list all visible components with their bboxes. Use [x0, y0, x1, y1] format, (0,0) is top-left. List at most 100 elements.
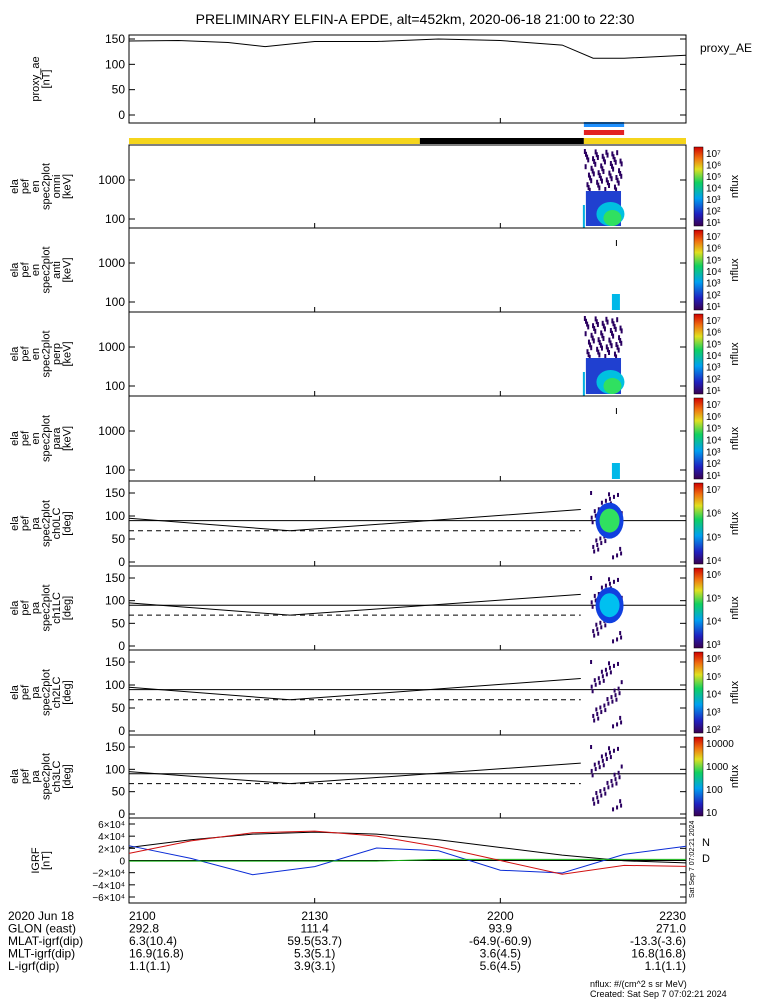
footer-value: 111.4 — [301, 922, 330, 936]
y-tick-label: −4×10⁴ — [92, 881, 125, 892]
colorbar-label: nflux — [729, 342, 741, 366]
pa-pixel — [620, 635, 623, 640]
spectrogram-pixel — [583, 149, 586, 154]
footer-value: -13.3(-3.6) — [630, 934, 686, 948]
colorbar-tick: 10³ — [706, 363, 721, 374]
y-tick-label: 1000 — [98, 424, 125, 438]
spectrogram-pixel — [605, 316, 608, 322]
spectrogram-pixel — [595, 152, 598, 158]
footer-value: 1.1(1.1) — [645, 959, 686, 973]
colorbar-tick: 10000 — [706, 739, 734, 750]
pa-pixel — [593, 718, 596, 723]
pa-pixel — [600, 585, 603, 590]
colorbar-tick: 10⁷ — [706, 316, 721, 327]
side-stamp: Sat Sep 7 07:02:21 2024 — [689, 820, 696, 898]
pa-pixel — [604, 498, 607, 503]
y-axis-label: [keV] — [61, 257, 73, 282]
y-tick-label: 4×10⁴ — [98, 832, 125, 843]
spectrogram-pixel — [605, 177, 608, 183]
pa-pixel — [610, 779, 613, 784]
pa-pixel — [616, 637, 619, 642]
y-axis-label: pef — [19, 345, 31, 361]
panel-frame — [128, 227, 687, 313]
pa-pixel — [591, 689, 594, 694]
pa-pixel — [614, 777, 617, 782]
colorbar-tick: 10³ — [706, 640, 721, 651]
spectrogram-pixel — [596, 346, 599, 352]
spectrogram-pixel — [609, 173, 612, 179]
ae-right-label: proxy_AE — [700, 41, 752, 55]
pa-pixel — [592, 713, 595, 718]
pa-pixel — [607, 701, 610, 706]
pa-pixel — [612, 724, 615, 729]
y-tick-label: 150 — [105, 740, 125, 754]
colorbar-tick: 10⁷ — [706, 149, 721, 160]
colorbar-tick: 10¹ — [706, 218, 721, 229]
y-tick-label: −6×10⁴ — [92, 893, 125, 904]
y-tick-label: 0 — [118, 555, 125, 569]
pa-pixel — [594, 767, 597, 772]
spectrogram-pixel — [611, 294, 620, 310]
spectrogram-pixel — [616, 317, 619, 323]
pa-pixel — [616, 805, 619, 810]
y-tick-label: 150 — [105, 32, 125, 46]
pa-pixel — [593, 801, 596, 806]
spectrogram-pixel — [599, 175, 602, 181]
spectrogram-pixel — [599, 342, 602, 348]
pa-pixel — [597, 799, 600, 804]
loss-cone-line — [128, 593, 581, 616]
spectrogram-pixel — [596, 155, 599, 160]
pa-pixel — [607, 785, 610, 790]
y-axis-label: spec2plot — [40, 500, 52, 547]
pa-pixel — [605, 672, 608, 677]
spectrogram-pixel — [608, 183, 611, 188]
spectrogram-pixel — [597, 337, 600, 343]
y-tick-label: 50 — [112, 785, 126, 799]
spectrogram-pixel — [613, 351, 616, 357]
y-axis-label: pef — [19, 599, 31, 615]
y-tick-label: 100 — [105, 594, 125, 608]
spectrogram-pixel — [612, 321, 615, 327]
colorbar-tick: 10¹ — [706, 386, 721, 397]
pa-pixel — [608, 581, 611, 586]
pa-pixel — [594, 682, 597, 687]
spectrogram-pixel — [604, 354, 607, 359]
igrf-by-line — [128, 845, 687, 876]
spectrogram-pixel — [594, 149, 597, 155]
footer-value: -64.9(-60.9) — [469, 934, 532, 948]
spectrogram-pixel — [584, 151, 587, 157]
y-axis-label: pa — [30, 601, 42, 614]
pa-pixel — [604, 583, 607, 588]
y-axis-label: ch3LC — [51, 761, 63, 793]
colorbar-tick: 10⁵ — [706, 672, 721, 683]
colorbar-label: nflux — [729, 764, 741, 788]
science-zone-blue — [583, 122, 625, 127]
colorbar — [693, 482, 704, 565]
colorbar-tick: 10² — [706, 207, 721, 218]
pa-pixel — [615, 781, 618, 786]
colorbar-tick: 10⁴ — [706, 436, 721, 447]
spectrogram-pixel — [605, 344, 608, 350]
pa-pixel — [604, 539, 607, 544]
y-axis-label: pef — [19, 178, 31, 194]
y-axis-label: spec2plot — [40, 669, 52, 716]
pa-pixel — [600, 793, 603, 798]
pa-pixel — [590, 491, 593, 495]
spectrogram-pixel — [602, 323, 605, 329]
pa-pixel — [608, 665, 611, 670]
spectrogram-pixel — [601, 153, 604, 159]
colorbar-label: nflux — [729, 511, 741, 535]
colorbar-tick: 10⁵ — [706, 593, 721, 604]
spectrogram-pixel — [600, 345, 603, 351]
colorbar-tick: 10⁶ — [706, 161, 721, 172]
pa-pixel — [593, 593, 596, 598]
spectrogram-pixel — [601, 320, 604, 326]
y-axis-label: en — [30, 348, 42, 360]
spectrogram-pixel — [593, 326, 596, 331]
spectrogram-pixel — [620, 340, 623, 346]
spectrogram-pixel — [600, 178, 603, 184]
colorbar-tick: 10⁵ — [706, 172, 721, 183]
spectrogram-pixel — [608, 350, 611, 355]
